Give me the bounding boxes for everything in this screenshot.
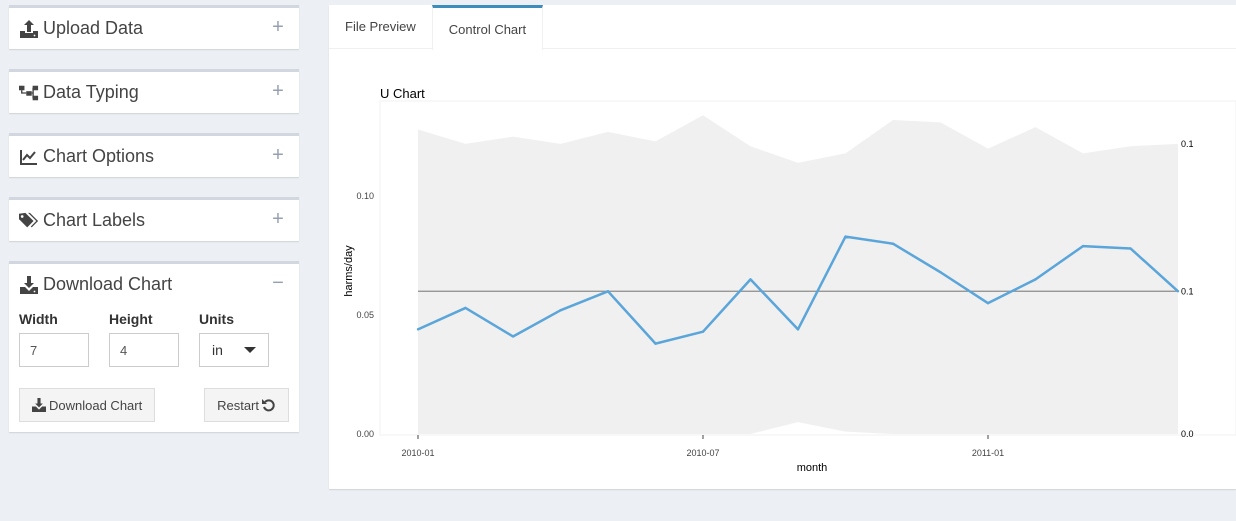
box-title: Download Chart — [43, 274, 173, 294]
upload-data-header[interactable]: Upload Data + — [9, 8, 299, 49]
width-input[interactable] — [19, 333, 89, 367]
data-point — [796, 328, 800, 331]
height-input[interactable] — [109, 333, 179, 367]
box-title: Upload Data — [43, 18, 144, 38]
limit-label: 0.0 — [1181, 429, 1194, 439]
units-label: Units — [199, 311, 234, 327]
data-point — [749, 278, 752, 281]
data-point — [654, 342, 657, 345]
units-value: in — [212, 342, 223, 358]
chart-labels-header[interactable]: Chart Labels + — [9, 200, 299, 241]
control-limit-band — [418, 115, 1178, 435]
sitemap-icon — [19, 83, 39, 103]
sidebar: Upload Data + Data Typing + Chart Option… — [9, 5, 299, 452]
y-tick-label: 0.05 — [356, 310, 374, 320]
data-point — [1129, 247, 1132, 250]
control-chart: U Chart 0.00 0.05 0.10 2010-01 2010-07 2011-… — [343, 86, 1236, 474]
expand-icon[interactable]: + — [272, 80, 284, 102]
data-point — [939, 271, 942, 274]
main-panel: File Preview Control Chart U Chart 0.00 0… — [329, 5, 1236, 489]
x-tick-label: 2010-07 — [686, 448, 719, 458]
expand-icon[interactable]: + — [272, 16, 284, 38]
tab-bar: File Preview Control Chart — [329, 5, 1236, 50]
y-axis-label: harms/day — [343, 245, 355, 297]
expand-icon[interactable]: + — [272, 144, 284, 166]
height-label: Height — [109, 311, 153, 327]
data-point — [701, 330, 705, 333]
chart-labels-box: Chart Labels + — [9, 197, 299, 241]
upload-icon — [19, 19, 39, 39]
data-point — [1081, 244, 1085, 248]
restart-button[interactable]: Restart — [204, 388, 289, 422]
chevron-down-icon — [244, 347, 256, 353]
upload-data-box: Upload Data + — [9, 5, 299, 49]
data-point — [511, 335, 515, 338]
box-title: Chart Options — [43, 146, 155, 166]
chart-options-header[interactable]: Chart Options + — [9, 136, 299, 177]
expand-icon[interactable]: + — [272, 208, 284, 230]
data-point — [1034, 278, 1037, 281]
data-typing-box: Data Typing + — [9, 69, 299, 113]
data-point — [606, 290, 610, 293]
x-axis-label: month — [797, 462, 828, 474]
box-title: Chart Labels — [43, 210, 146, 230]
chart-title: U Chart — [380, 86, 425, 101]
tags-icon — [19, 211, 39, 231]
data-point — [464, 306, 467, 310]
download-chart-button[interactable]: Download Chart — [19, 388, 156, 422]
data-point — [844, 235, 847, 238]
chart-options-box: Chart Options + — [9, 133, 299, 177]
download-icon — [32, 398, 46, 412]
restart-label: Restart — [217, 397, 259, 413]
data-point — [891, 242, 895, 245]
download-icon — [19, 275, 39, 295]
box-title: Data Typing — [43, 82, 139, 102]
download-chart-body: Width Height Units in — [9, 305, 299, 432]
data-typing-header[interactable]: Data Typing + — [9, 72, 299, 113]
download-chart-box: Download Chart − Width Height Units in — [9, 261, 299, 432]
limit-label: 0.1 — [1181, 286, 1194, 296]
units-select[interactable]: in — [199, 333, 269, 367]
collapse-icon[interactable]: − — [272, 272, 284, 294]
download-chart-label: Download Chart — [49, 397, 143, 413]
x-tick-label: 2011-01 — [972, 448, 1004, 458]
x-tick-label: 2010-01 — [401, 448, 434, 458]
data-point — [1176, 290, 1180, 293]
data-point — [416, 328, 420, 331]
undo-icon — [262, 399, 275, 412]
data-point — [559, 309, 562, 312]
data-point — [986, 301, 990, 305]
plot-panel — [379, 100, 1236, 436]
tab-control-chart[interactable]: Control Chart — [431, 5, 544, 50]
tab-file-preview[interactable]: File Preview — [345, 19, 416, 34]
line-chart-icon — [19, 147, 39, 167]
y-tick-label: 0.00 — [356, 429, 374, 439]
download-chart-header[interactable]: Download Chart − — [9, 264, 299, 305]
limit-label: 0.1 — [1181, 139, 1194, 149]
width-label: Width — [19, 311, 58, 327]
y-tick-label: 0.10 — [356, 191, 374, 201]
